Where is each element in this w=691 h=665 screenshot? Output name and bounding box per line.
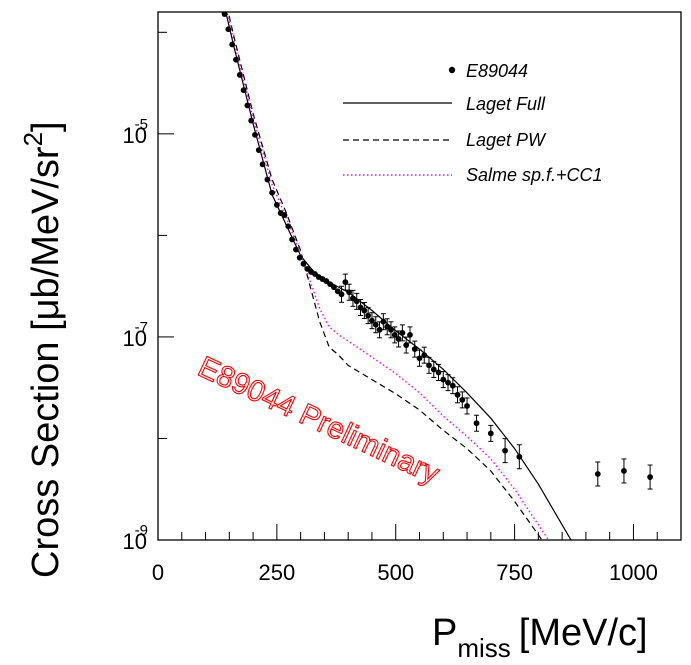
data-point	[454, 391, 461, 398]
data-point	[440, 376, 447, 383]
curve-laget-pw	[227, 12, 543, 540]
y-tick-label: 10	[123, 326, 147, 351]
y-tick-exponent: -7	[135, 319, 148, 336]
x-axis-title: Pmiss [MeV/c]	[432, 612, 648, 663]
legend-label-laget-full: Laget Full	[466, 94, 546, 114]
data-point	[331, 284, 337, 291]
legend: E89044 Laget Full Laget PW Salme sp.f.+C…	[343, 61, 603, 185]
x-tick-label: 250	[259, 560, 296, 585]
data-point	[421, 352, 428, 359]
data-point	[221, 12, 228, 17]
data-point	[502, 447, 508, 454]
data-point	[369, 317, 375, 324]
data-point	[365, 312, 372, 319]
data-point	[464, 403, 470, 409]
preliminary-annotation: E89044 Preliminary	[193, 350, 444, 491]
data-point	[259, 161, 266, 168]
data-point	[594, 471, 601, 477]
data-point	[236, 72, 243, 78]
data-point	[403, 342, 410, 348]
data-point	[285, 223, 292, 230]
data-point	[516, 453, 523, 460]
y-tick-label: 10	[123, 123, 147, 148]
data-point	[449, 382, 456, 389]
data-point	[621, 468, 627, 474]
legend-marker-e89044	[448, 66, 456, 74]
x-tick-label: 750	[496, 560, 533, 585]
y-tick-exponent: -9	[135, 522, 148, 539]
data-point	[292, 246, 299, 253]
curve-salme-sp-f-cc1	[226, 12, 550, 540]
data-point	[372, 321, 379, 328]
data-point	[473, 420, 480, 427]
data-point	[399, 329, 406, 336]
data-point	[281, 212, 288, 218]
data-point	[391, 331, 398, 338]
data-point	[435, 369, 442, 376]
y-axis-title: Cross Section [μb/MeV/sr2]	[18, 121, 67, 578]
data-point	[289, 236, 295, 243]
data-point	[459, 396, 466, 403]
data-points	[218, 0, 653, 490]
data-point	[380, 318, 387, 325]
data-point	[240, 87, 247, 94]
data-point	[252, 131, 258, 138]
x-tick-label: 500	[377, 560, 414, 585]
curve-laget-full	[225, 12, 572, 540]
x-tick-label: 1000	[609, 560, 658, 585]
data-point	[338, 291, 345, 298]
data-point	[416, 355, 423, 362]
data-point	[273, 202, 280, 208]
x-tick-label: 0	[152, 560, 164, 585]
legend-label-laget-pw: Laget PW	[466, 130, 547, 150]
data-point	[264, 176, 271, 183]
data-point	[296, 254, 303, 261]
data-point	[229, 41, 236, 48]
data-point	[255, 147, 262, 153]
x-axis-ticks: 0 250 500 750 1000	[152, 524, 658, 585]
data-point	[426, 362, 432, 369]
legend-label-salme: Salme sp.f.+CC1	[466, 165, 603, 185]
data-point	[647, 474, 653, 480]
data-point	[300, 260, 307, 267]
y-tick-label: 10	[123, 529, 147, 554]
data-point	[445, 379, 451, 386]
data-point	[342, 279, 349, 285]
data-point	[388, 326, 394, 333]
data-point	[430, 366, 437, 373]
data-point	[244, 102, 251, 109]
data-point	[248, 117, 255, 124]
y-axis-ticks: 10-310-510-710-9	[123, 31, 174, 554]
model-curves	[225, 12, 572, 540]
data-point	[218, 0, 224, 3]
data-point	[411, 346, 418, 353]
data-point	[233, 56, 239, 63]
data-point	[407, 331, 413, 338]
data-point	[376, 326, 383, 333]
y-tick-exponent: -5	[135, 116, 148, 133]
data-point	[269, 189, 276, 196]
data-point	[225, 26, 232, 33]
data-point	[361, 307, 368, 314]
data-point	[487, 430, 494, 437]
legend-label-e89044: E89044	[466, 61, 528, 81]
